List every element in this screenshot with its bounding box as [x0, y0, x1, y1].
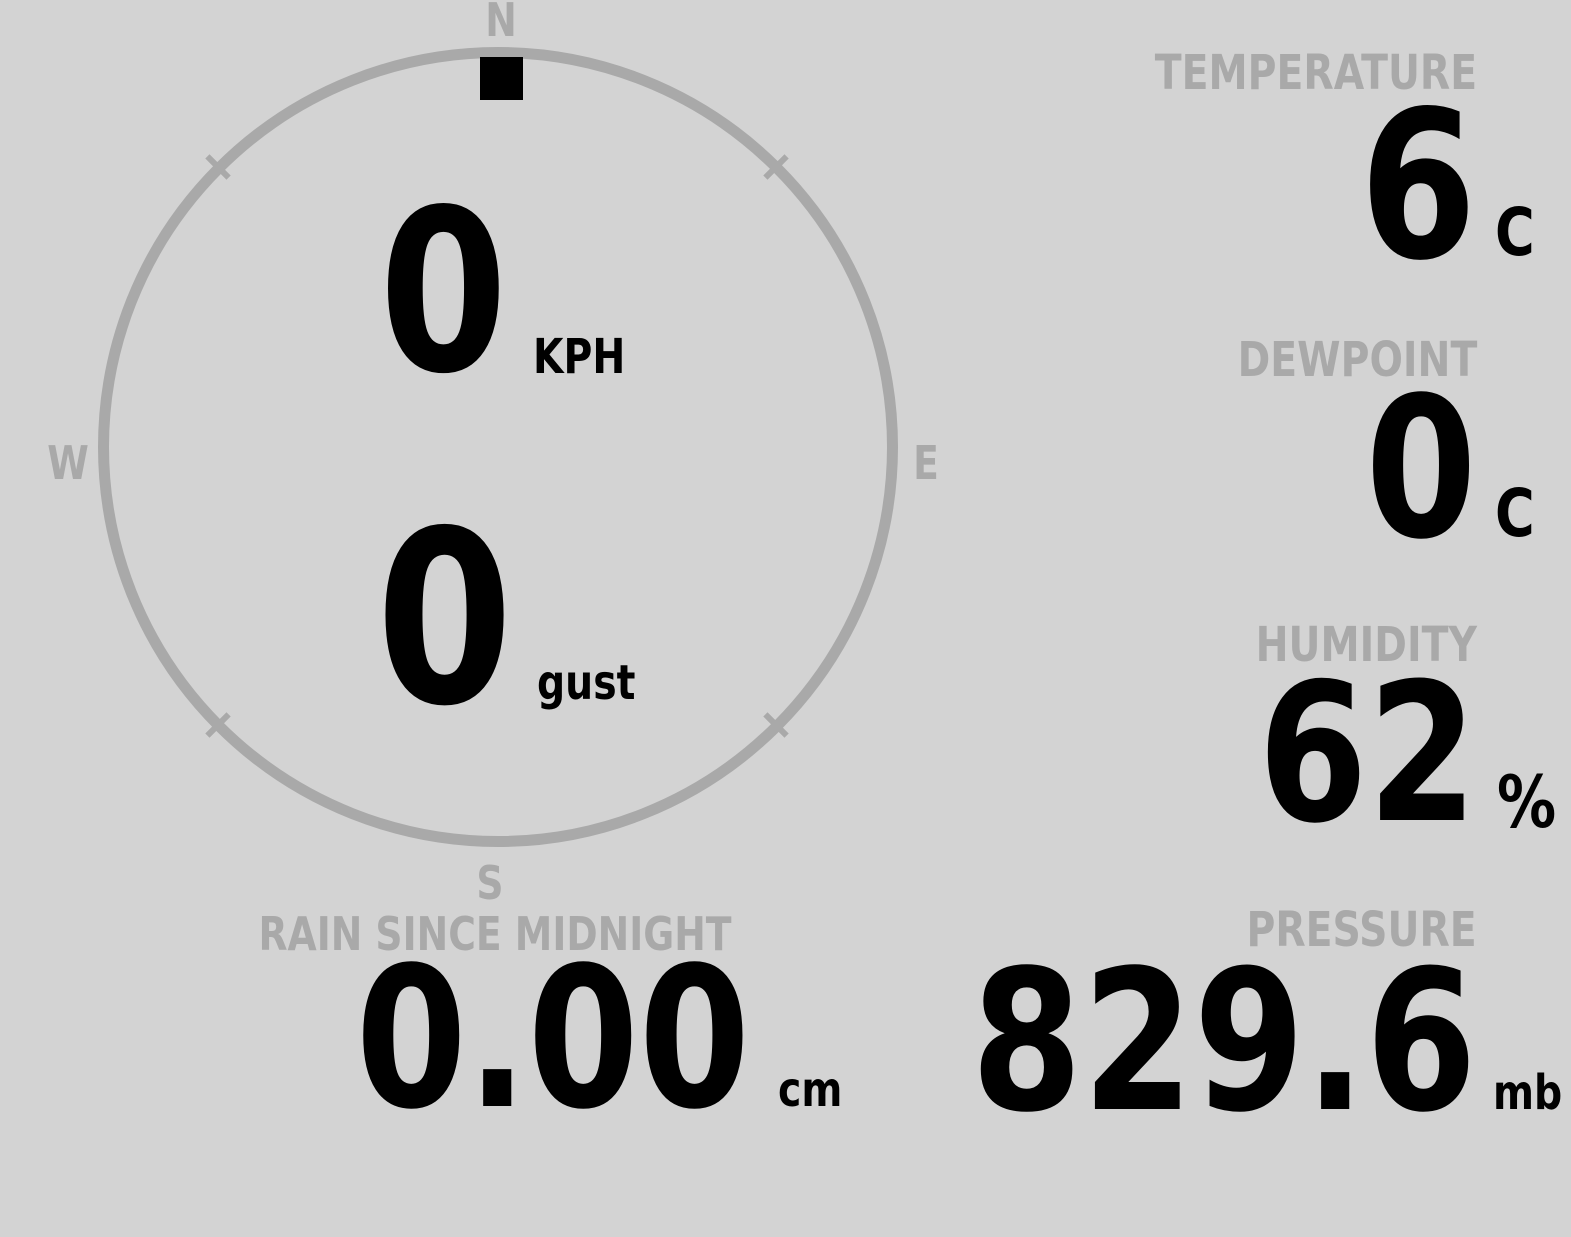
compass-circle [98, 47, 898, 847]
dewpoint-label: DEWPOINT [1237, 332, 1477, 388]
wind-speed-unit: KPH [533, 329, 626, 385]
humidity-unit: % [1497, 760, 1557, 844]
dewpoint-unit: C [1495, 475, 1535, 552]
compass-label-east: E [913, 436, 939, 490]
pressure-unit: mb [1493, 1065, 1563, 1121]
rain-value: 0.00 [355, 925, 750, 1152]
compass-label-west: W [47, 436, 89, 490]
temperature-label: TEMPERATURE [1154, 45, 1477, 101]
wind-gust-value: 0 [376, 479, 513, 759]
rain-label: RAIN SINCE MIDNIGHT [258, 907, 732, 961]
dewpoint-value: 0 [1365, 355, 1477, 582]
wind-direction-marker [480, 57, 523, 100]
wind-gust-unit: gust [537, 655, 636, 711]
pressure-value: 829.6 [971, 928, 1477, 1155]
compass-label-north: N [485, 0, 517, 47]
rain-unit: cm [778, 1062, 843, 1118]
compass-label-south: S [476, 856, 504, 910]
humidity-label: HUMIDITY [1255, 617, 1477, 673]
pressure-label: PRESSURE [1246, 902, 1477, 958]
wind-speed-value: 0 [379, 162, 508, 424]
temperature-value: 6 [1360, 68, 1477, 306]
humidity-value: 62 [1257, 643, 1477, 866]
temperature-unit: C [1495, 194, 1535, 271]
